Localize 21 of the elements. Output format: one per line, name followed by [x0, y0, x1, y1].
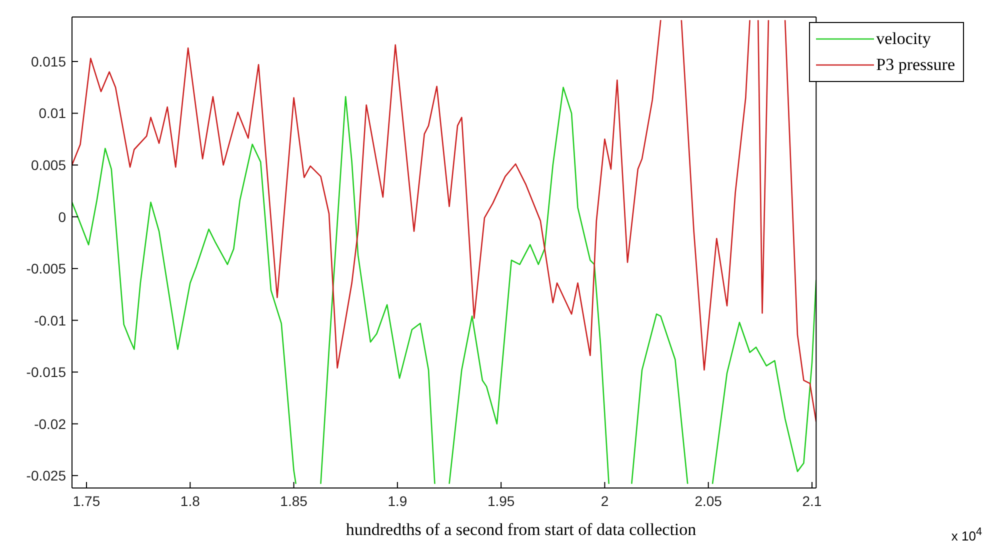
- x-tick-label: 1.95: [487, 492, 515, 509]
- x-axis-title: hundredths of a second from start of data collection: [346, 520, 696, 539]
- legend-label: P3 pressure: [876, 54, 955, 76]
- y-tick-label: 0.015: [30, 53, 66, 70]
- y-tick-label: -0.015: [26, 364, 66, 380]
- y-tick-label: -0.01: [34, 312, 66, 328]
- text: x 10$^{4}$: [951, 526, 982, 544]
- y-tick-label: -0.02: [34, 416, 66, 432]
- x-tick-label: 2.1: [802, 492, 822, 509]
- x-tick-label: 1.9: [388, 492, 408, 509]
- x-tick-label: 2: [600, 492, 609, 509]
- x-tick-label: 1.75: [72, 492, 100, 509]
- y-tick-label: 0.01: [38, 105, 66, 122]
- y-tick-label: -0.005: [26, 260, 66, 277]
- y-tick-label: 0: [58, 208, 66, 225]
- x-tick-label: 2.05: [694, 492, 722, 509]
- x-tick-label: 1.85: [280, 492, 308, 509]
- legend-label: velocity: [876, 28, 931, 50]
- x-tick-label: 1.8: [180, 492, 200, 509]
- y-tick-label: -0.025: [26, 468, 66, 484]
- y-tick-label: 0.005: [30, 157, 66, 173]
